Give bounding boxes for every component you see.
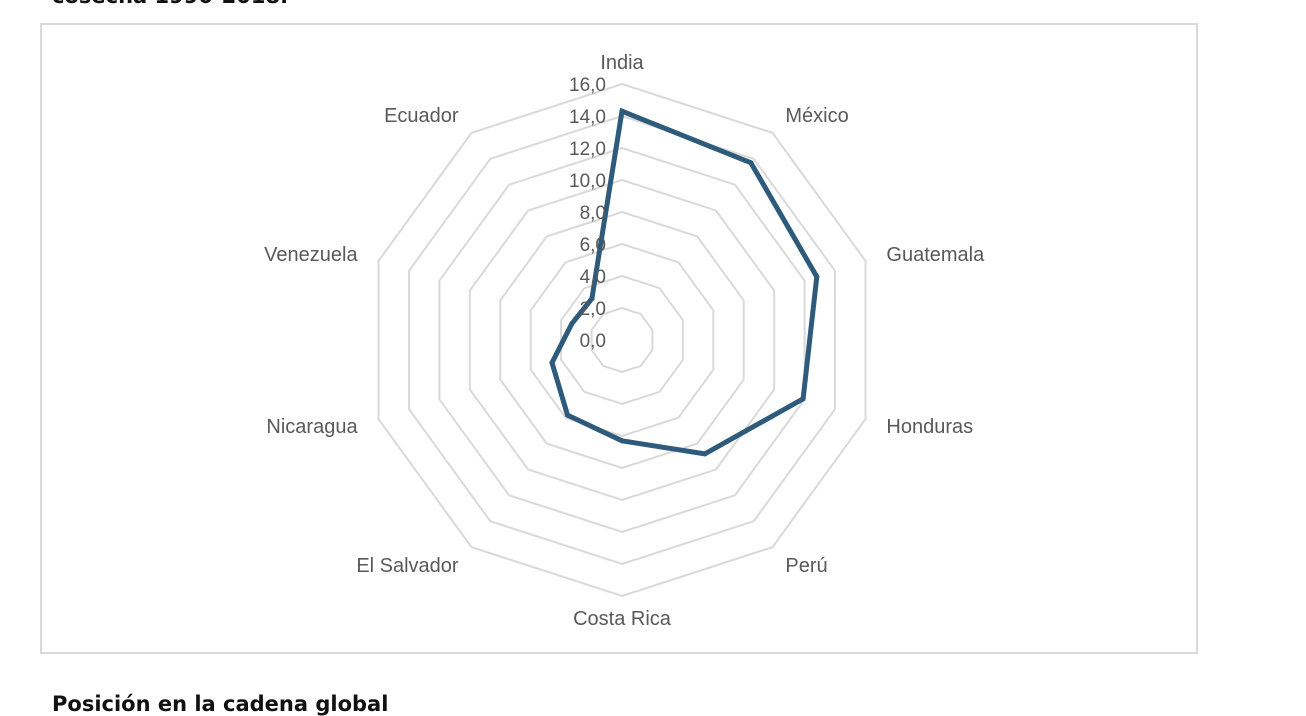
grid-ring [560, 274, 684, 406]
tick-label: 14,0 [569, 107, 606, 128]
category-label: India [600, 52, 644, 74]
grid-ring [408, 114, 836, 566]
radar-grid [377, 82, 867, 598]
category-label: El Salvador [356, 555, 459, 577]
tick-label: 4,0 [580, 267, 606, 288]
category-label: Venezuela [264, 244, 358, 266]
data-point [589, 296, 595, 302]
caption-fragment: cosecha 1990-2018. [52, 0, 288, 8]
radar-chart: 0,0 2,0 4,0 6,0 8,0 10,0 12,0 14,0 16,0 India Méx… [264, 52, 985, 630]
grid-ring [499, 210, 745, 470]
data-point [569, 321, 575, 327]
tick-label: 0,0 [580, 331, 606, 352]
tick-label: 16,0 [569, 75, 606, 96]
radar-chart-frame: 0,0 2,0 4,0 6,0 8,0 10,0 12,0 14,0 16,0 India Méx… [40, 23, 1198, 654]
radar-ticks: 0,0 2,0 4,0 6,0 8,0 10,0 12,0 14,0 16,0 [569, 75, 606, 352]
radar-series [549, 107, 820, 457]
data-point [814, 274, 820, 280]
category-label: Perú [785, 555, 827, 577]
tick-label: 6,0 [580, 235, 606, 256]
grid-ring [438, 146, 806, 534]
category-label: Costa Rica [573, 608, 672, 630]
category-label: México [785, 105, 848, 127]
category-label: Ecuador [384, 105, 459, 127]
tick-label: 2,0 [580, 299, 606, 320]
grid-ring [377, 82, 867, 598]
data-point [565, 412, 570, 418]
section-heading: Posición en la cadena global [52, 692, 389, 716]
data-point [748, 160, 754, 166]
tick-label: 10,0 [569, 171, 606, 192]
data-point [619, 108, 625, 114]
radar-category-labels: India México Guatemala Honduras Perú Costa Ri… [264, 52, 985, 630]
grid-ring [529, 242, 715, 438]
data-point [549, 360, 555, 366]
category-label: Nicaragua [266, 416, 358, 438]
data-point [702, 451, 708, 457]
data-point [619, 438, 625, 444]
grid-ring [468, 178, 776, 502]
category-label: Guatemala [886, 244, 985, 266]
data-point [800, 396, 806, 402]
category-label: Honduras [886, 416, 973, 438]
grid-ring [590, 306, 654, 374]
tick-label: 8,0 [580, 203, 606, 224]
tick-label: 12,0 [569, 139, 606, 160]
